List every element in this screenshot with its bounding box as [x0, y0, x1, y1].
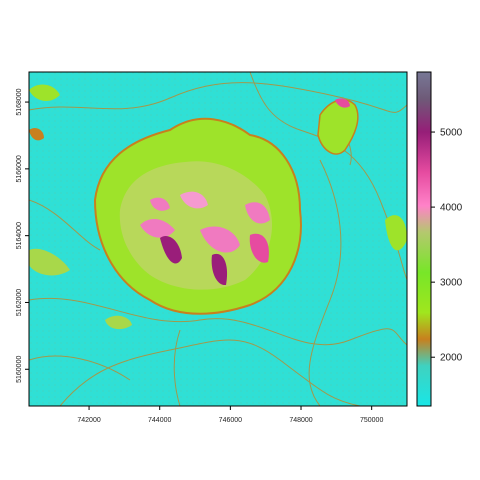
y-tick-label: 5164000: [16, 222, 23, 249]
y-tick-label: 5160000: [16, 356, 23, 383]
x-tick-label: 746000: [219, 417, 242, 424]
x-tick-label: 742000: [77, 417, 100, 424]
elevation-raster: [29, 72, 407, 406]
x-axis: 742000 744000 746000 748000 750000: [77, 406, 383, 424]
colorbar-tick-label: 3000: [440, 278, 463, 289]
y-tick-label: 5166000: [16, 155, 23, 182]
y-tick-label: 5162000: [16, 289, 23, 316]
y-axis: 5160000 5162000 5164000 5166000 5168000: [16, 88, 29, 383]
y-tick-label: 5168000: [16, 88, 23, 115]
colorbar-gradient: [416, 71, 432, 407]
colorbar-ticks: 2000 3000 4000 5000: [431, 128, 463, 364]
plot-frame: [28, 71, 408, 407]
x-tick-label: 748000: [289, 417, 312, 424]
colorbar-tick-label: 4000: [440, 203, 463, 214]
colorbar-tick-label: 2000: [440, 353, 463, 364]
x-tick-label: 744000: [148, 417, 171, 424]
x-tick-label: 750000: [360, 417, 383, 424]
colorbar-tick-label: 5000: [440, 128, 463, 139]
colorbar: 2000 3000 4000 5000: [416, 71, 463, 407]
